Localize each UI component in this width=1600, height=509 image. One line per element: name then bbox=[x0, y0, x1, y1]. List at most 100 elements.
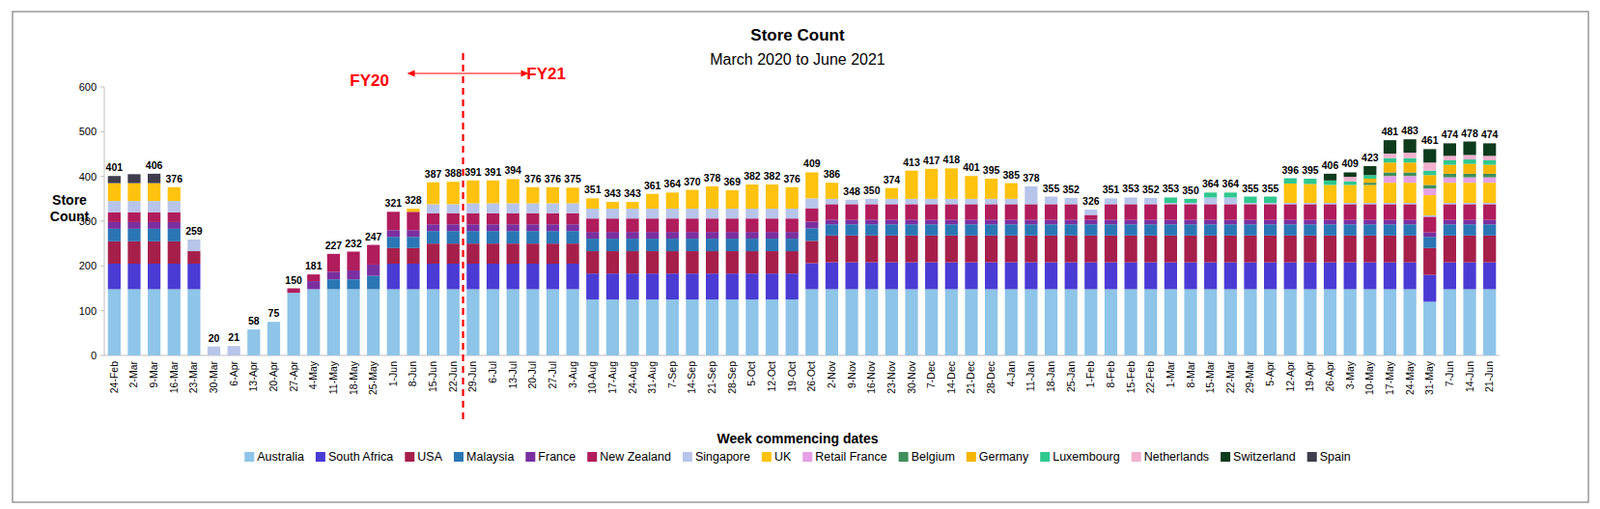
bar-segment bbox=[1024, 186, 1038, 205]
bar-segment bbox=[1144, 197, 1157, 204]
x-tick-label: 12-Oct bbox=[765, 361, 778, 393]
bar-segment bbox=[904, 170, 918, 199]
total-label: 350 bbox=[863, 184, 881, 197]
legend-label: Retail France bbox=[814, 449, 887, 464]
bar-segment bbox=[1483, 235, 1496, 263]
bar-segment bbox=[526, 263, 539, 289]
bar-segment bbox=[1044, 220, 1058, 225]
bar-segment bbox=[685, 273, 699, 300]
bar-segment bbox=[745, 231, 758, 239]
bar-segment bbox=[506, 202, 520, 213]
total-label: 391 bbox=[484, 166, 503, 178]
y-axis-label: StoreCount bbox=[50, 192, 90, 225]
bar-segment bbox=[546, 288, 560, 356]
bar-segment bbox=[1164, 262, 1178, 290]
x-tick-label: 31-Aug bbox=[645, 361, 658, 394]
bar-segment bbox=[1263, 288, 1277, 356]
x-tick-label: 14-Sep bbox=[685, 361, 698, 394]
total-label: 417 bbox=[923, 154, 941, 167]
x-tick-label: 17-Aug bbox=[606, 361, 618, 394]
legend-label: New Zealand bbox=[599, 449, 672, 464]
bar-segment bbox=[845, 199, 859, 205]
bar-segment bbox=[745, 238, 758, 252]
bar-segment bbox=[1443, 235, 1457, 263]
total-label: 382 bbox=[763, 169, 782, 182]
bar-segment bbox=[645, 299, 659, 356]
total-label: 378 bbox=[703, 171, 722, 184]
bar-segment bbox=[705, 238, 719, 252]
bar-segment bbox=[984, 262, 998, 290]
x-tick-label: 29-Jun bbox=[466, 361, 478, 393]
bar-segment bbox=[1423, 275, 1436, 303]
total-label: 364 bbox=[664, 177, 682, 190]
bar-segment bbox=[685, 299, 699, 356]
bar-segment bbox=[1403, 202, 1417, 204]
total-label: 376 bbox=[524, 172, 542, 185]
bar-segment bbox=[1383, 288, 1397, 356]
bar-segment bbox=[825, 262, 839, 290]
y-tick bbox=[100, 221, 105, 223]
bar-segment bbox=[1024, 262, 1038, 290]
x-tick-label: 19-Oct bbox=[785, 361, 798, 393]
bar-segment bbox=[945, 203, 958, 220]
bar-segment bbox=[426, 243, 440, 264]
bar-segment bbox=[426, 224, 440, 231]
bar-segment bbox=[346, 252, 360, 271]
total-label: 401 bbox=[106, 161, 124, 173]
y-tick bbox=[100, 309, 105, 311]
total-label: 247 bbox=[364, 230, 383, 243]
y-tick-label: 0 bbox=[90, 349, 97, 362]
bar-segment bbox=[1423, 248, 1436, 276]
bar-segment bbox=[825, 182, 839, 199]
x-tick-label: 13-Jul bbox=[506, 361, 519, 390]
bar-segment bbox=[1243, 220, 1257, 225]
total-label: 386 bbox=[823, 168, 842, 180]
total-label: 353 bbox=[1122, 182, 1140, 195]
bar-segment bbox=[1183, 202, 1197, 204]
bar-segment bbox=[805, 208, 818, 223]
x-tick-label: 8-Mar bbox=[1184, 360, 1197, 388]
bar-segment bbox=[925, 168, 938, 199]
bar-segment bbox=[765, 238, 779, 252]
bar-segment bbox=[1363, 182, 1376, 185]
bar-segment bbox=[1303, 262, 1317, 290]
total-label: 376 bbox=[783, 172, 801, 185]
bar-segment bbox=[406, 236, 420, 249]
bar-segment bbox=[1104, 197, 1118, 204]
bar-segment bbox=[466, 213, 479, 225]
bar-segment bbox=[406, 248, 420, 264]
bar-segment bbox=[705, 299, 719, 356]
bar-segment bbox=[327, 279, 340, 289]
bar-segment bbox=[526, 224, 539, 231]
x-tick-label: 27-Jul bbox=[546, 361, 559, 390]
bar-segment bbox=[307, 288, 320, 356]
bar-segment bbox=[1363, 184, 1376, 203]
bar-segment bbox=[845, 203, 859, 220]
bar-segment bbox=[1204, 235, 1217, 263]
y-tick-label: 400 bbox=[79, 170, 97, 183]
bar-segment bbox=[1204, 220, 1217, 225]
bar-segment bbox=[885, 188, 899, 199]
x-tick-label: 25-Jan bbox=[1065, 361, 1077, 393]
bar-segment bbox=[1462, 177, 1476, 184]
bar-segment bbox=[1443, 224, 1457, 236]
bar-segment bbox=[666, 251, 679, 274]
bar-segment bbox=[1164, 220, 1178, 225]
y-tick-label: 600 bbox=[79, 81, 97, 93]
bar-segment bbox=[526, 202, 539, 213]
legend-label: UK bbox=[774, 449, 792, 464]
bar-segment bbox=[526, 213, 539, 225]
total-label: 474 bbox=[1481, 128, 1499, 141]
bar-segment bbox=[1263, 220, 1277, 225]
bar-segment bbox=[1383, 162, 1397, 172]
bar-segment bbox=[1403, 139, 1417, 153]
x-tick-label: 24-May bbox=[1403, 360, 1416, 395]
bar-segment bbox=[387, 288, 400, 356]
bar-segment bbox=[247, 329, 260, 356]
legend-swatch bbox=[1131, 451, 1142, 462]
bar-segment bbox=[865, 198, 878, 205]
x-tick-label: 23-Mar bbox=[187, 361, 199, 394]
x-tick-label: 15-Jun bbox=[426, 361, 439, 393]
bar-segment bbox=[805, 171, 818, 198]
bar-segment bbox=[705, 218, 719, 232]
